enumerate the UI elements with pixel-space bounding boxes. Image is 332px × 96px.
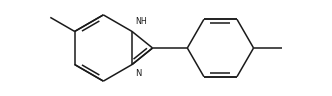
Text: N: N <box>135 69 141 78</box>
Text: NH: NH <box>135 17 147 26</box>
